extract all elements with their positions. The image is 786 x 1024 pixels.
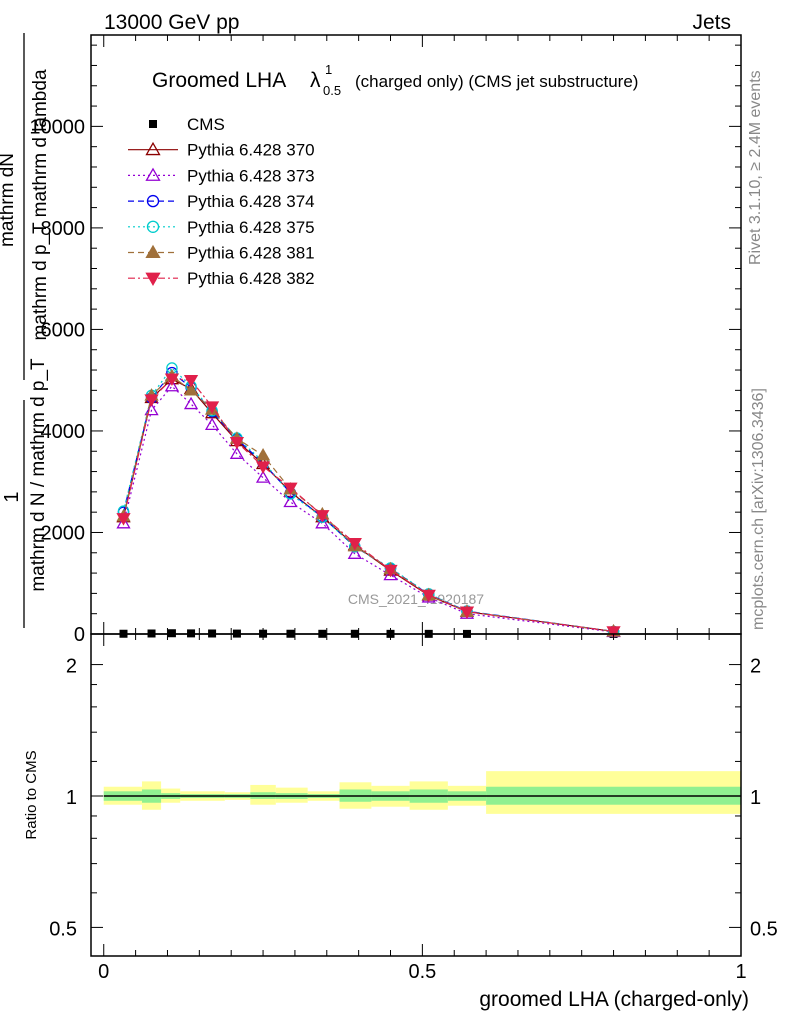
data-point: [229, 446, 245, 459]
main-title: Groomed LHA λ 1 0.5 (charged only) (CMS …: [152, 62, 638, 98]
main-y-tick-label: 8000: [41, 218, 86, 240]
data-point: [255, 448, 271, 461]
legend-marker: [149, 120, 157, 128]
title-suffix: (charged only) (CMS jet substructure): [355, 72, 638, 91]
ylabel-numer: mathrm dN: [0, 153, 18, 247]
data-point: [383, 564, 398, 578]
legend-marker: [145, 141, 161, 156]
data-point: [164, 378, 180, 392]
legend-label: Pythia 6.428 375: [187, 218, 315, 237]
legend-marker: [145, 167, 161, 181]
data-point: [606, 626, 621, 639]
data-point: [183, 375, 199, 388]
ratio-plot: 0.5 0.51 12 2 0 0.5 1 Ratio to CMS groomed LH…: [23, 633, 778, 1011]
ratio-ticks: [91, 634, 742, 956]
data-point: [204, 417, 220, 431]
header-left: 13000 GeV pp: [104, 11, 239, 34]
title-text: Groomed LHA: [152, 69, 286, 92]
series-6: [116, 373, 621, 639]
data-point: [347, 537, 362, 551]
ratio-y-tick-label: 0.5: [49, 918, 77, 940]
data-point: [116, 513, 131, 526]
rivet-label: Rivet 3.1.10, ≥ 2.4M events: [747, 70, 764, 265]
main-y-tick-label: 10000: [29, 116, 85, 138]
ratio-y-tick-label: 2: [66, 656, 77, 678]
ratio-bands: [103, 771, 741, 814]
main-grid: [91, 35, 742, 635]
legend-label: Pythia 6.428 373: [187, 166, 315, 185]
data-point: [183, 383, 199, 396]
data-point: [459, 606, 475, 619]
main-plot: 0 2000 4000 6000 8000 10000 CMS_2021_I1920187: [29, 34, 742, 646]
ratio-y-tick-label-right: 0.5: [750, 918, 778, 940]
data-point: [283, 482, 298, 496]
main-y-tick-label: 2000: [41, 522, 86, 544]
x-tick-labels: 0 0.5 1: [98, 961, 746, 983]
legend-marker: [146, 194, 160, 208]
x-tick-label: 1: [735, 961, 746, 983]
title-lambda: λ: [310, 69, 321, 92]
ratio-y-tick-label-right: 1: [750, 787, 761, 809]
watermark: CMS_2021_I1920187: [348, 591, 484, 607]
legend-label: Pythia 6.428 370: [187, 141, 315, 160]
ratio-y-tick-label-right: 2: [750, 656, 761, 678]
ratio-y-tick-labels: 0.5 0.5 1 1 2 2: [49, 656, 778, 941]
ylabel-denom: mathrm d p_T mathrm d lambda: [30, 69, 51, 340]
data-point: [347, 546, 362, 559]
data-point: [383, 567, 398, 581]
ylabel-one: 1: [1, 491, 23, 502]
legend-label: Pythia 6.428 382: [187, 269, 315, 288]
legend-label: Pythia 6.428 381: [187, 244, 315, 263]
ratio-frame: [90, 633, 742, 957]
x-tick-label: 0.5: [408, 961, 436, 983]
data-point: [255, 461, 271, 474]
legend-marker: [146, 220, 160, 233]
legend-label: CMS: [187, 115, 225, 134]
main-y-tick-label: 4000: [41, 421, 86, 443]
x-axis-label: groomed LHA (charged-only): [479, 988, 749, 1011]
title-sub: 0.5: [323, 83, 341, 98]
data-point: [255, 470, 271, 483]
header-right: Jets: [692, 11, 731, 34]
x-tick-label: 0: [98, 961, 109, 983]
main-y-tick-label: 0: [74, 624, 85, 646]
ratio-y-tick-label: 1: [66, 787, 77, 809]
data-point: [229, 436, 245, 450]
data-point: [283, 494, 298, 508]
legend-label: Pythia 6.428 374: [187, 192, 315, 211]
main-y-tick-label: 6000: [41, 319, 86, 341]
data-point: [167, 629, 176, 638]
data-point: [204, 401, 220, 414]
data-point: [164, 373, 180, 386]
legend-marker: [145, 272, 161, 287]
data-point: [421, 589, 436, 603]
data-point: [183, 396, 199, 410]
data-point: [144, 394, 159, 407]
main-ylabel: mathrm dN mathrm d p_T mathrm d lambda 1…: [0, 33, 51, 628]
title-sup: 1: [325, 62, 332, 77]
series-line: [122, 385, 614, 633]
data-point: [116, 516, 131, 529]
main-y-tick-labels: 0 2000 4000 6000 8000 10000: [29, 116, 85, 646]
legend-marker: [145, 244, 161, 259]
ratio-ylabel: Ratio to CMS: [23, 750, 40, 839]
mcplots-label: mcplots.cern.ch [arXiv:1306.3436]: [750, 388, 767, 630]
data-point: [315, 516, 330, 529]
main-series: [116, 362, 621, 639]
legend: CMS Pythia 6.428 370 Pythia 6.428 373 Pythi…: [128, 115, 315, 288]
data-point: [315, 510, 330, 523]
ylabel-left-denom: mathrm d N / mathrm d p_T: [28, 358, 49, 592]
